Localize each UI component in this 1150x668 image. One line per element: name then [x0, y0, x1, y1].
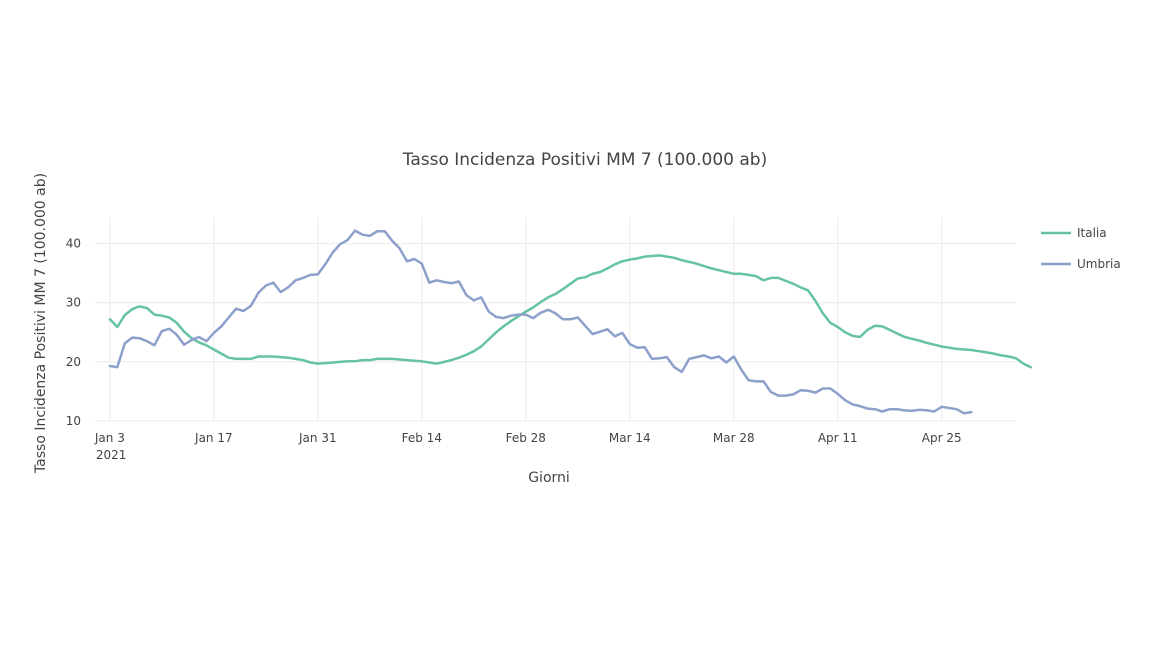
y-axis-title: Tasso Incidenza Positivi MM 7 (100.000 a…	[33, 173, 49, 474]
x-tick-label: Mar 28	[713, 431, 755, 445]
y-tick-label: 20	[66, 355, 81, 369]
legend-label-italia: Italia	[1077, 226, 1107, 240]
legend-item-umbria[interactable]: Umbria	[1041, 257, 1121, 271]
x-tick-year-label: 2021	[96, 448, 127, 462]
series-line-umbria[interactable]	[108, 229, 973, 415]
x-axis-ticks: Jan 3 2021 Jan 17 Jan 31 Feb 14 Feb 28 Mar 14 M…	[94, 431, 962, 462]
x-tick-label: Feb 14	[402, 431, 442, 445]
x-tick-label: Apr 25	[922, 431, 962, 445]
x-tick-label: Jan 17	[194, 431, 233, 445]
chart-title: Tasso Incidenza Positivi MM 7 (100.000 a…	[402, 150, 767, 170]
x-tick-label: Apr 11	[818, 431, 858, 445]
y-tick-label: 40	[66, 237, 81, 251]
gridlines	[95, 217, 1016, 422]
x-tick-label: Jan 31	[298, 431, 337, 445]
legend: Italia Umbria	[1041, 226, 1121, 271]
legend-item-italia[interactable]: Italia	[1041, 226, 1107, 240]
x-tick-label: Mar 14	[609, 431, 651, 445]
x-tick-label: Jan 3	[94, 431, 125, 445]
y-tick-label: 30	[66, 296, 81, 310]
x-axis-title: Giorni	[528, 470, 570, 486]
legend-label-umbria: Umbria	[1077, 257, 1121, 271]
x-tick-label: Feb 28	[506, 431, 546, 445]
series-line-italia[interactable]	[108, 254, 1033, 369]
y-tick-label: 10	[66, 414, 81, 428]
y-axis-ticks: 10 20 30 40	[66, 237, 81, 428]
series-lines	[108, 229, 1033, 415]
